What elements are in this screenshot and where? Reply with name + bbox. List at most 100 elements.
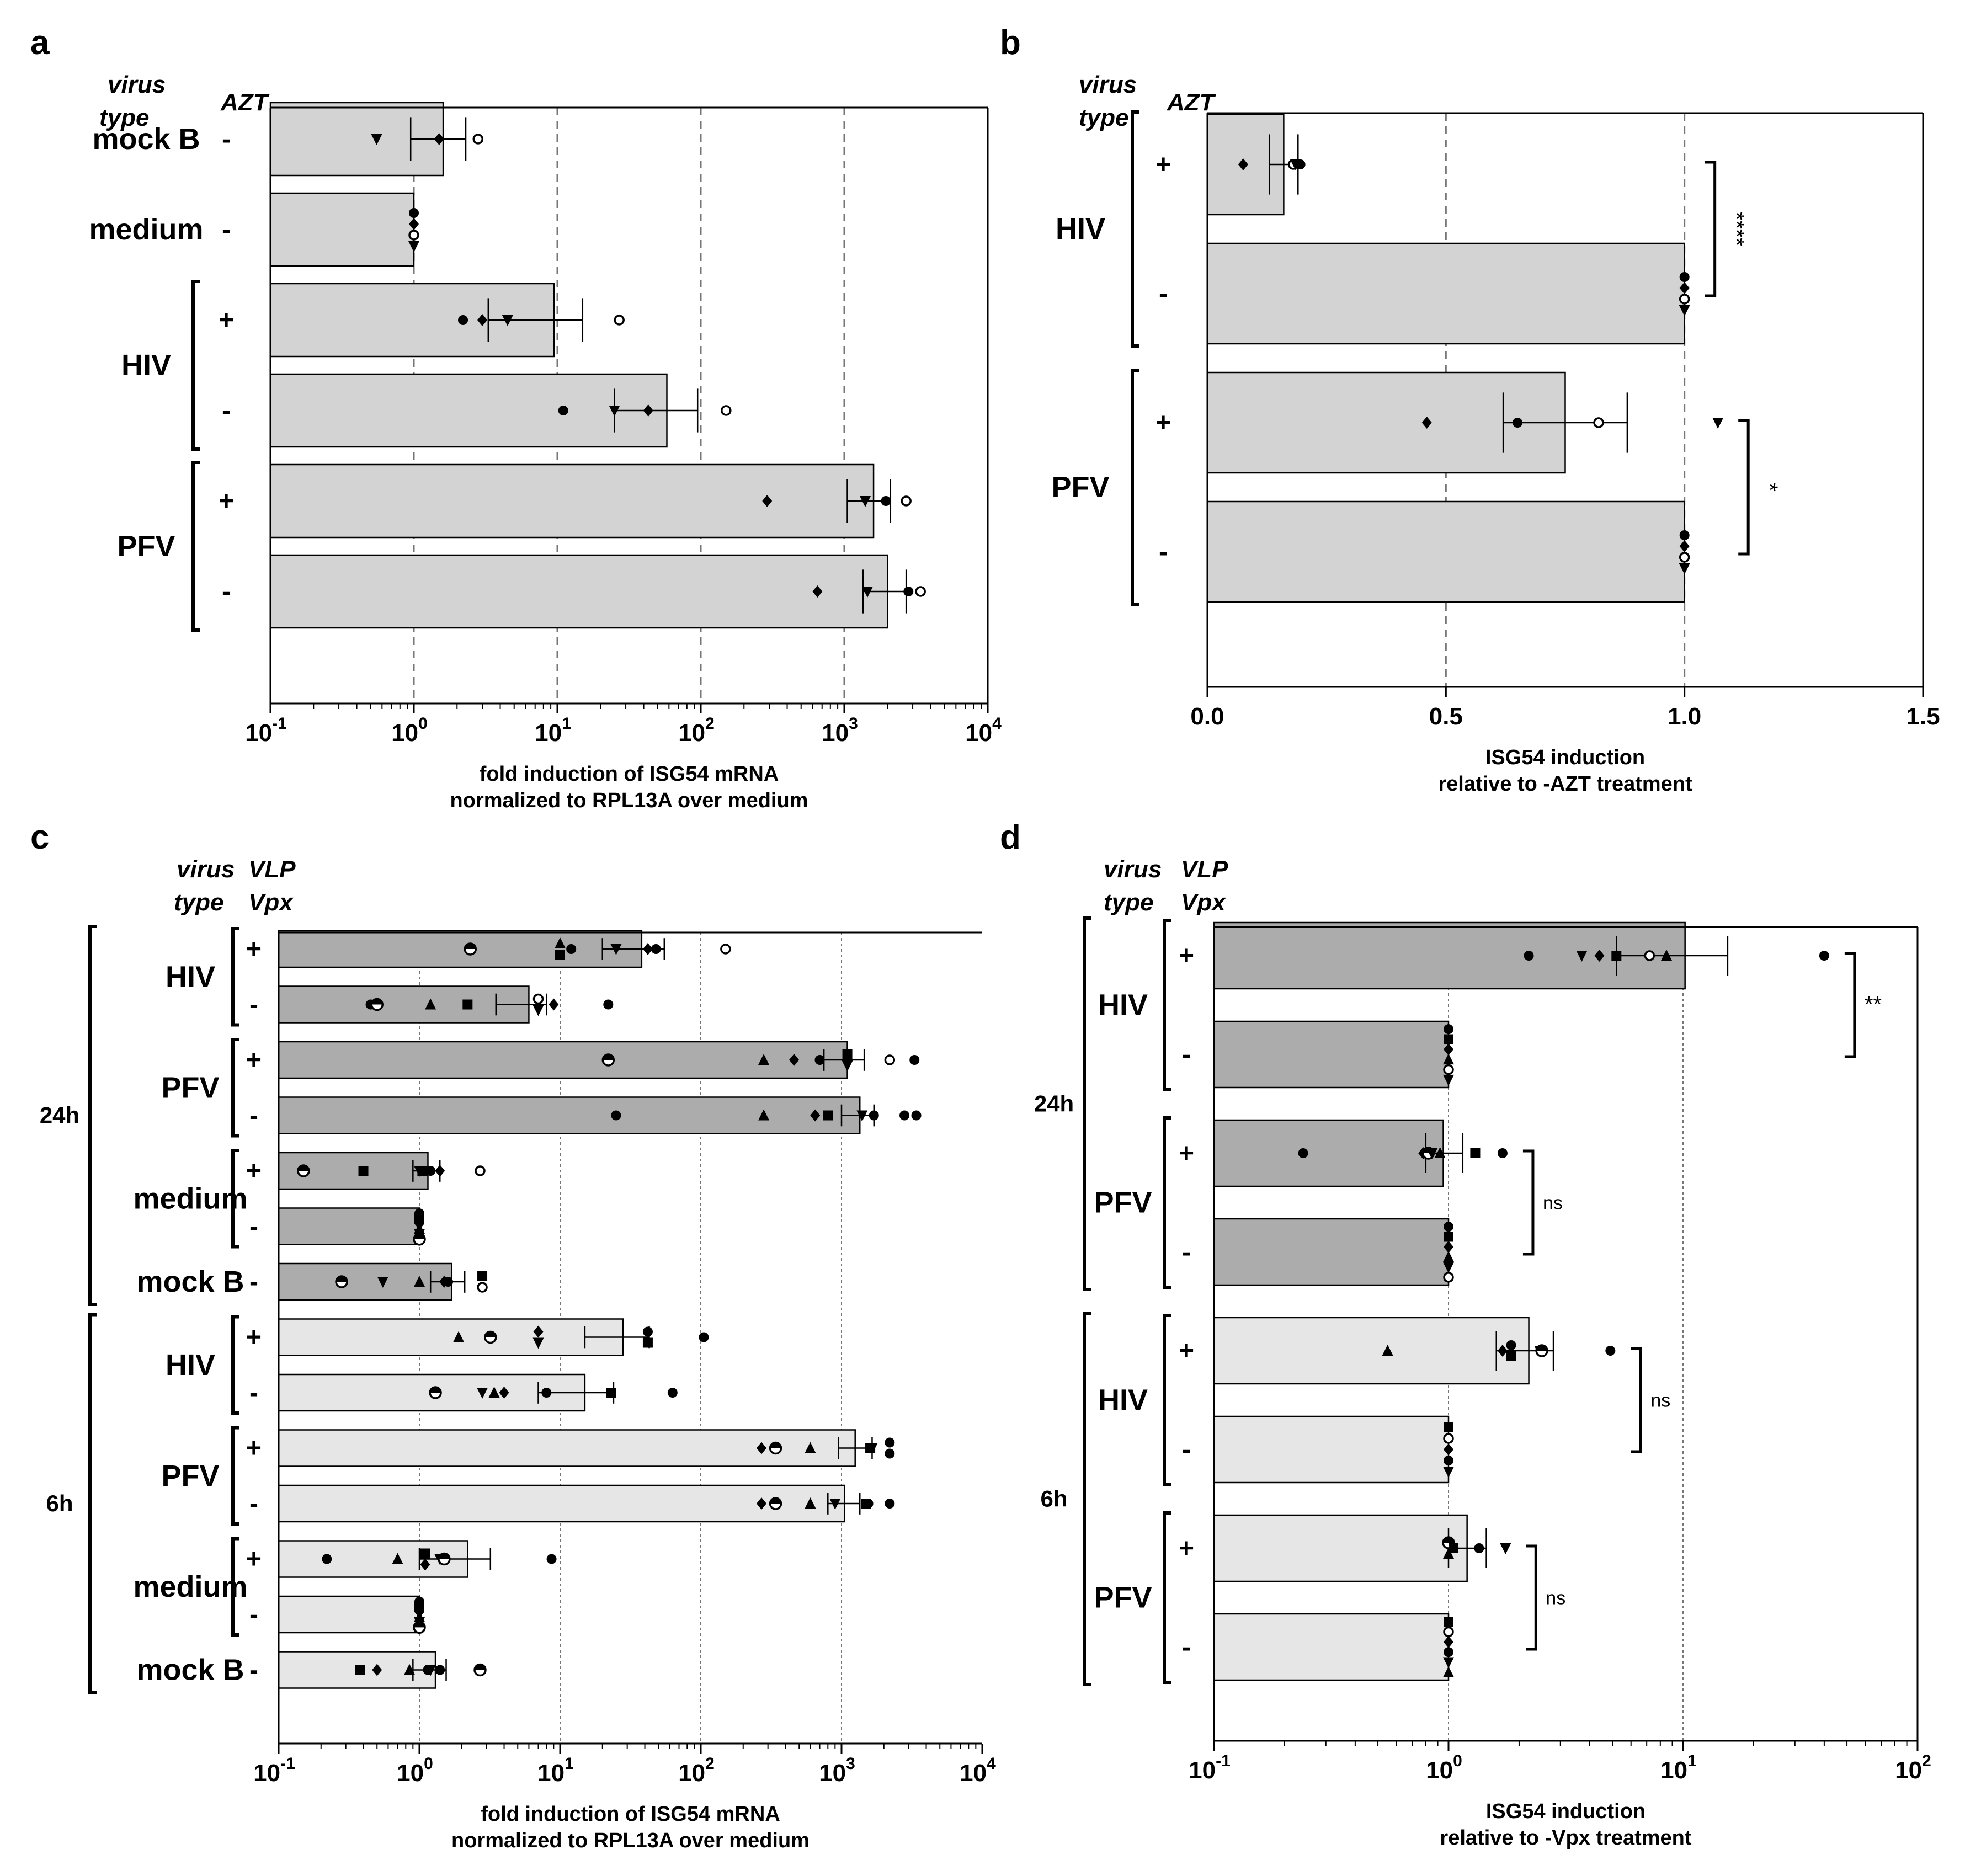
data-point-half-fill — [474, 1664, 486, 1670]
data-point-square — [420, 1548, 430, 1559]
data-point-square — [823, 1110, 833, 1121]
time-bracket — [88, 1313, 97, 1694]
x-tick-label: 101 — [1660, 1752, 1697, 1784]
data-point-half — [473, 1663, 487, 1677]
data-point-circle — [603, 999, 614, 1010]
group: HIV — [121, 280, 200, 451]
header-type: type — [1079, 104, 1128, 131]
tick-base: 10 — [960, 1760, 987, 1787]
row-sign: - — [249, 1600, 258, 1629]
data-point-half-fill — [465, 944, 476, 949]
group: PFV — [161, 1426, 239, 1526]
data-point-tri-up — [758, 1109, 770, 1121]
data-point-tri-up — [1661, 950, 1673, 961]
row-sign: - — [249, 1101, 258, 1131]
bar — [1213, 1218, 1450, 1286]
group-label: HIV — [121, 349, 171, 382]
bar — [1213, 1317, 1530, 1385]
data-point-circle — [667, 1388, 678, 1398]
bar-row: - — [1159, 242, 1690, 345]
header-treatment: Vpx — [248, 889, 294, 916]
data-point-tri-up — [425, 998, 436, 1010]
data-point-tri-up — [1443, 1666, 1454, 1677]
data-point-tri-down — [532, 1337, 544, 1349]
significance-bracket — [1844, 952, 1856, 1058]
bar — [1213, 921, 1686, 990]
data-point-tri-up — [805, 1497, 816, 1509]
group-label: mock B — [92, 122, 200, 156]
header-type: type — [1104, 889, 1153, 916]
x-tick-label: 100 — [1426, 1752, 1462, 1784]
tick-exponent: 2 — [705, 715, 715, 733]
data-point-circle — [1679, 530, 1690, 540]
data-point-tri-down — [1576, 951, 1588, 962]
bar-row: - — [249, 1651, 487, 1689]
group-label: PFV — [1094, 1581, 1152, 1614]
tick-exponent: 4 — [992, 715, 1002, 733]
data-point-tri-down — [861, 587, 873, 598]
row-sign: - — [249, 1656, 258, 1685]
significance: **** — [1705, 161, 1749, 297]
group-bracket — [1163, 1116, 1171, 1289]
data-point-open — [915, 586, 926, 597]
x-axis-title: normalized to RPL13A over medium — [451, 1829, 810, 1852]
data-point-square — [1444, 1617, 1453, 1627]
data-point-tri-up — [488, 1387, 500, 1398]
data-point-tri-down — [842, 1060, 853, 1072]
significance-label: ns — [1543, 1193, 1563, 1214]
data-point-half-fill — [1536, 1345, 1548, 1351]
data-point-tri-down — [859, 496, 871, 507]
group: PFV — [1094, 1116, 1171, 1289]
data-point-tri-down — [1500, 1543, 1511, 1554]
group: PFV — [161, 1038, 239, 1138]
bar — [278, 930, 643, 968]
bar-row: - — [222, 554, 926, 629]
tick-exponent: -1 — [1216, 1752, 1231, 1770]
row-sign: - — [222, 215, 231, 244]
group-bracket — [231, 927, 239, 1027]
data-point-circle — [1444, 1647, 1453, 1658]
group-bracket — [231, 1315, 239, 1415]
data-point-circle — [885, 1437, 895, 1448]
data-point-tri-up — [1382, 1345, 1393, 1356]
panel-letter: a — [30, 24, 50, 62]
data-point-tri-down — [856, 1110, 868, 1122]
data-point-circle — [435, 1665, 445, 1675]
tick-exponent: 1 — [1687, 1752, 1697, 1770]
significance-label: ** — [1865, 993, 1882, 1017]
data-point-circle — [881, 496, 891, 506]
x-axis-title: relative to -Vpx treatment — [1440, 1826, 1691, 1850]
data-point-tri-down — [1443, 1467, 1454, 1478]
group: HIV — [1056, 110, 1139, 348]
bar-row: - — [1182, 1218, 1454, 1286]
bar-row: - — [249, 1207, 426, 1246]
data-point-diamond — [1679, 282, 1690, 294]
data-point-diamond — [409, 218, 419, 230]
data-point-half-fill — [414, 1233, 425, 1239]
significance: ns — [1526, 1544, 1565, 1651]
group-label: PFV — [1051, 471, 1109, 504]
data-point-half-fill — [336, 1276, 348, 1282]
data-point-tri-down — [408, 241, 419, 252]
data-point-diamond — [756, 1442, 766, 1454]
header-type: type — [174, 889, 223, 916]
group: mock B — [136, 1265, 244, 1298]
x-tick-label: 102 — [678, 1755, 715, 1787]
row-sign: + — [246, 1046, 262, 1075]
data-point-tri-down — [1679, 563, 1690, 574]
significance-bracket — [1705, 161, 1717, 297]
tick-exponent: 3 — [846, 1755, 855, 1773]
data-point-open — [1443, 1433, 1454, 1444]
time-group: 24h — [1034, 916, 1091, 1291]
data-point-diamond — [434, 133, 444, 145]
data-point-tri-down — [1443, 1262, 1454, 1273]
data-point-circle — [1444, 1024, 1453, 1035]
data-point-circle — [1295, 159, 1306, 169]
bar — [269, 373, 668, 448]
group-bracket — [231, 1426, 239, 1526]
data-point-diamond — [789, 1054, 800, 1066]
data-point-half-fill — [603, 1054, 614, 1060]
